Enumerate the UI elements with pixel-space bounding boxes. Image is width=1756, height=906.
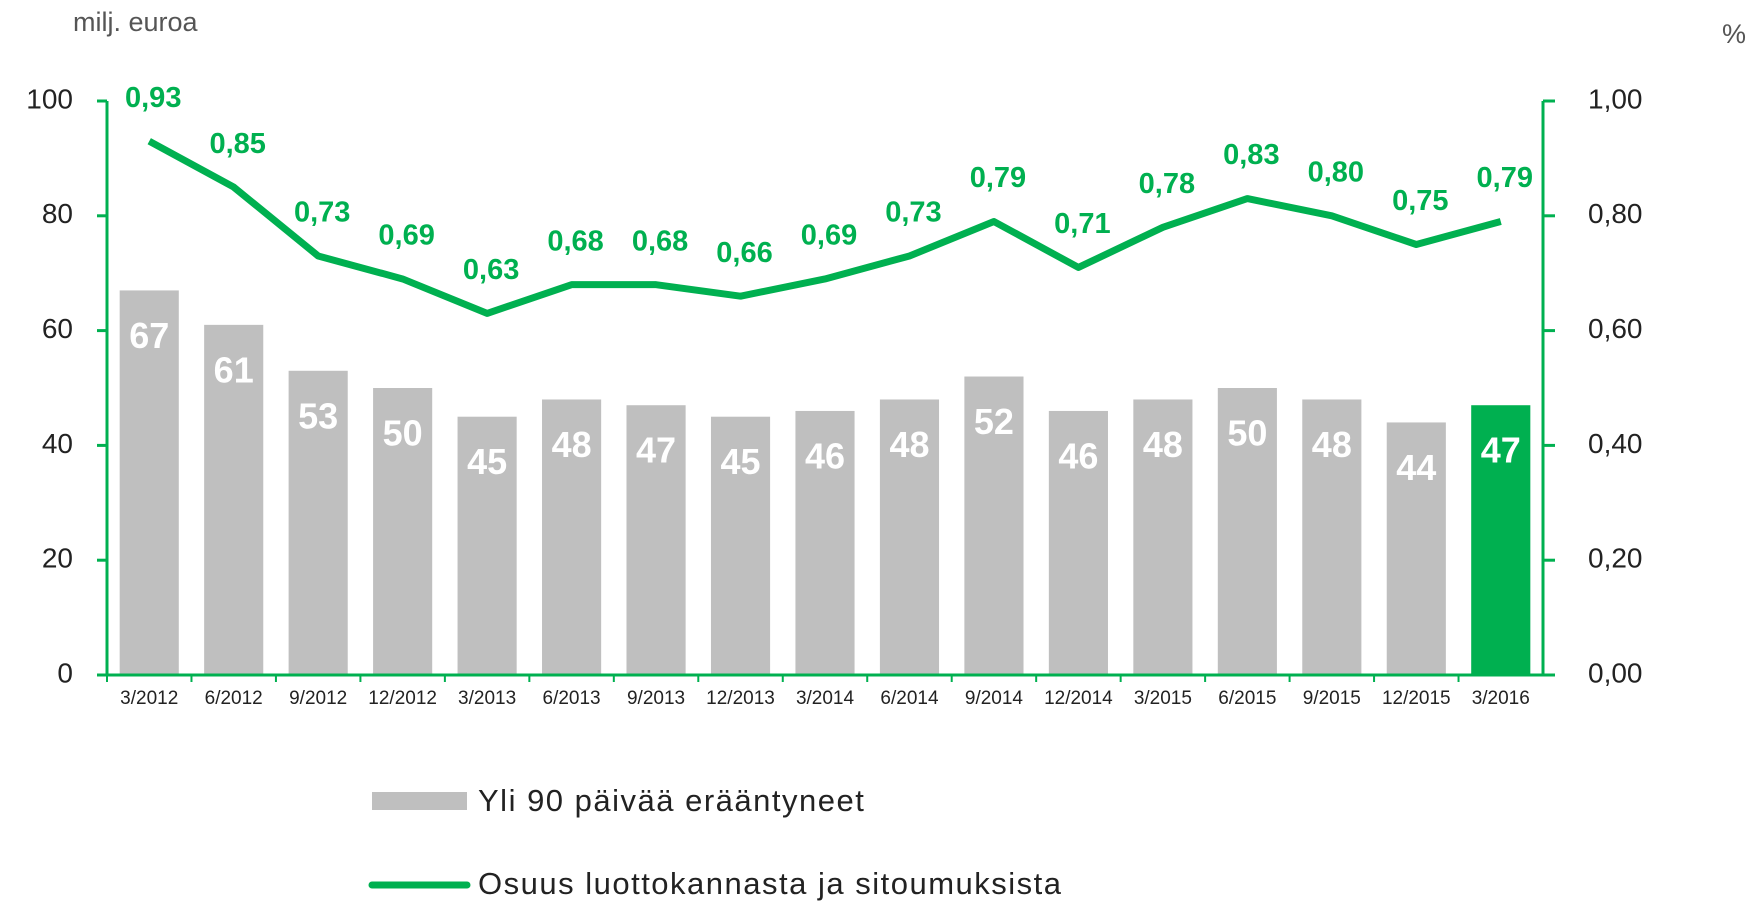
x-tick-label: 3/2012 xyxy=(120,688,178,709)
bar xyxy=(1217,388,1277,675)
y-tick-label: 20 xyxy=(42,543,73,574)
line-value-label: 0,80 xyxy=(1308,156,1364,188)
bar-value-label: 50 xyxy=(383,413,423,454)
bar xyxy=(119,290,179,675)
y-axis-label: milj. euroa xyxy=(73,7,199,37)
y-tick-label: 100 xyxy=(26,83,73,114)
y-tick-label: 60 xyxy=(42,313,73,344)
bar-value-label: 52 xyxy=(974,401,1014,442)
bar-value-label: 48 xyxy=(1143,424,1183,465)
line-value-label: 0,73 xyxy=(885,197,941,229)
x-tick-label: 3/2014 xyxy=(796,688,855,709)
bar-value-label: 48 xyxy=(552,424,592,465)
line-value-label: 0,79 xyxy=(970,162,1026,194)
bar xyxy=(542,399,602,675)
bar xyxy=(795,410,855,675)
line-value-label: 0,66 xyxy=(716,237,772,269)
x-tick-label: 3/2016 xyxy=(1472,688,1530,709)
bar-value-label: 46 xyxy=(805,435,845,476)
y2-tick-label: 0,20 xyxy=(1588,543,1643,574)
line-value-label: 0,63 xyxy=(463,254,519,286)
line-value-label: 0,68 xyxy=(547,225,603,257)
y2-tick-label: 1,00 xyxy=(1588,83,1643,114)
y2-axis-label: % xyxy=(1722,19,1746,49)
x-tick-label: 3/2015 xyxy=(1134,688,1192,709)
x-tick-label: 3/2013 xyxy=(458,688,516,709)
x-tick-label: 6/2013 xyxy=(543,688,601,709)
legend-label: Yli 90 päivää erääntyneet xyxy=(478,783,865,818)
bar-value-label: 45 xyxy=(721,441,761,482)
bar xyxy=(1048,410,1108,675)
line-value-label: 0,79 xyxy=(1477,162,1533,194)
bar-value-label: 46 xyxy=(1058,435,1098,476)
x-tick-label: 9/2015 xyxy=(1303,688,1361,709)
y2-tick-label: 0,80 xyxy=(1588,198,1643,229)
bar-value-label: 48 xyxy=(889,424,929,465)
x-tick-label: 9/2012 xyxy=(289,688,347,709)
bar xyxy=(373,388,433,675)
bar xyxy=(879,399,940,675)
x-tick-label: 12/2013 xyxy=(706,688,775,709)
y2-tick-label: 0,00 xyxy=(1588,657,1643,688)
line-value-label: 0,68 xyxy=(632,225,688,257)
y-tick-label: 40 xyxy=(42,428,73,459)
bar-value-label: 67 xyxy=(129,315,169,356)
bar xyxy=(288,370,348,675)
x-tick-label: 12/2014 xyxy=(1044,688,1113,709)
bar-value-label: 53 xyxy=(298,395,338,436)
line-value-label: 0,75 xyxy=(1392,185,1448,217)
x-tick-label: 6/2014 xyxy=(880,688,939,709)
bar-value-label: 61 xyxy=(214,349,254,390)
bar xyxy=(204,324,264,675)
bar-value-label: 47 xyxy=(1481,430,1521,471)
x-tick-label: 12/2012 xyxy=(368,688,437,709)
x-tick-label: 9/2013 xyxy=(627,688,685,709)
bar xyxy=(1133,399,1193,675)
bar-value-label: 48 xyxy=(1312,424,1352,465)
x-tick-label: 9/2014 xyxy=(965,688,1024,709)
bar-value-label: 45 xyxy=(467,441,507,482)
bar xyxy=(1302,399,1362,675)
x-tick-label: 6/2015 xyxy=(1218,688,1276,709)
line-value-label: 0,73 xyxy=(294,197,350,229)
line-value-label: 0,71 xyxy=(1054,208,1110,240)
x-tick-label: 6/2012 xyxy=(205,688,263,709)
bar xyxy=(964,376,1024,675)
bar xyxy=(710,416,771,675)
y2-tick-label: 0,40 xyxy=(1588,428,1643,459)
x-tick-label: 12/2015 xyxy=(1382,688,1451,709)
y-tick-label: 0 xyxy=(57,657,73,688)
legend-swatch xyxy=(372,792,467,810)
bar-value-label: 44 xyxy=(1396,447,1436,488)
line-value-label: 0,78 xyxy=(1139,168,1195,200)
line-value-label: 0,93 xyxy=(125,82,181,114)
bar xyxy=(457,416,517,675)
line-value-label: 0,85 xyxy=(209,128,265,160)
y2-tick-label: 0,60 xyxy=(1588,313,1643,344)
y-tick-label: 80 xyxy=(42,198,73,229)
line-value-label: 0,69 xyxy=(801,220,857,252)
bar-value-label: 47 xyxy=(636,430,676,471)
legend-label: Osuus luottokannasta ja sitoumuksista xyxy=(478,866,1063,901)
bar xyxy=(1471,405,1531,675)
line-value-label: 0,69 xyxy=(378,220,434,252)
line xyxy=(147,138,1502,317)
bar-value-label: 50 xyxy=(1227,413,1267,454)
bar xyxy=(1386,422,1446,675)
bar xyxy=(626,405,686,675)
line-value-label: 0,83 xyxy=(1223,139,1279,171)
